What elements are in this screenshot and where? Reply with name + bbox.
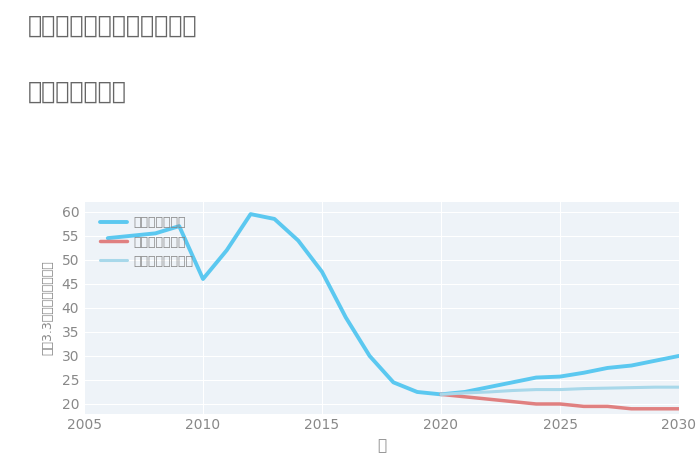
グッドシナリオ xyxy=(651,358,659,364)
グッドシナリオ xyxy=(318,269,326,274)
バッドシナリオ xyxy=(603,404,612,409)
グッドシナリオ xyxy=(461,389,469,395)
グッドシナリオ xyxy=(199,276,207,282)
グッドシナリオ xyxy=(437,392,445,397)
グッドシナリオ xyxy=(270,216,279,222)
X-axis label: 年: 年 xyxy=(377,438,386,453)
ノーマルシナリオ xyxy=(508,388,517,393)
グッドシナリオ xyxy=(342,314,350,320)
Line: グッドシナリオ: グッドシナリオ xyxy=(108,214,679,394)
バッドシナリオ xyxy=(508,399,517,404)
グッドシナリオ xyxy=(532,375,540,380)
グッドシナリオ xyxy=(627,363,636,368)
Y-axis label: 平（3.3㎡）単価（万円）: 平（3.3㎡）単価（万円） xyxy=(41,260,55,355)
ノーマルシナリオ xyxy=(627,385,636,391)
グッドシナリオ xyxy=(413,389,421,395)
ノーマルシナリオ xyxy=(675,384,683,390)
グッドシナリオ xyxy=(223,247,231,253)
バッドシナリオ xyxy=(627,406,636,412)
グッドシナリオ xyxy=(365,353,374,359)
ノーマルシナリオ xyxy=(603,385,612,391)
Line: バッドシナリオ: バッドシナリオ xyxy=(441,394,679,409)
グッドシナリオ xyxy=(127,233,136,239)
ノーマルシナリオ xyxy=(651,384,659,390)
グッドシナリオ xyxy=(104,235,112,241)
バッドシナリオ xyxy=(461,394,469,399)
グッドシナリオ xyxy=(580,370,588,376)
バッドシナリオ xyxy=(437,392,445,397)
バッドシナリオ xyxy=(532,401,540,407)
Line: ノーマルシナリオ: ノーマルシナリオ xyxy=(441,387,679,394)
バッドシナリオ xyxy=(556,401,564,407)
バッドシナリオ xyxy=(484,396,493,402)
グッドシナリオ xyxy=(508,380,517,385)
グッドシナリオ xyxy=(389,380,398,385)
ノーマルシナリオ xyxy=(580,386,588,392)
バッドシナリオ xyxy=(675,406,683,412)
グッドシナリオ xyxy=(175,223,183,229)
ノーマルシナリオ xyxy=(437,392,445,397)
グッドシナリオ xyxy=(294,238,302,243)
バッドシナリオ xyxy=(580,404,588,409)
Text: 兵庫県西宮市山口町中野の: 兵庫県西宮市山口町中野の xyxy=(28,14,197,38)
ノーマルシナリオ xyxy=(484,389,493,395)
ノーマルシナリオ xyxy=(556,387,564,392)
バッドシナリオ xyxy=(651,406,659,412)
ノーマルシナリオ xyxy=(532,387,540,392)
Text: 土地の価格推移: 土地の価格推移 xyxy=(28,80,127,104)
グッドシナリオ xyxy=(246,212,255,217)
グッドシナリオ xyxy=(484,384,493,390)
グッドシナリオ xyxy=(603,365,612,371)
グッドシナリオ xyxy=(556,374,564,379)
Legend: グッドシナリオ, バッドシナリオ, ノーマルシナリオ: グッドシナリオ, バッドシナリオ, ノーマルシナリオ xyxy=(96,212,197,272)
グッドシナリオ xyxy=(151,230,160,236)
グッドシナリオ xyxy=(675,353,683,359)
ノーマルシナリオ xyxy=(461,390,469,396)
